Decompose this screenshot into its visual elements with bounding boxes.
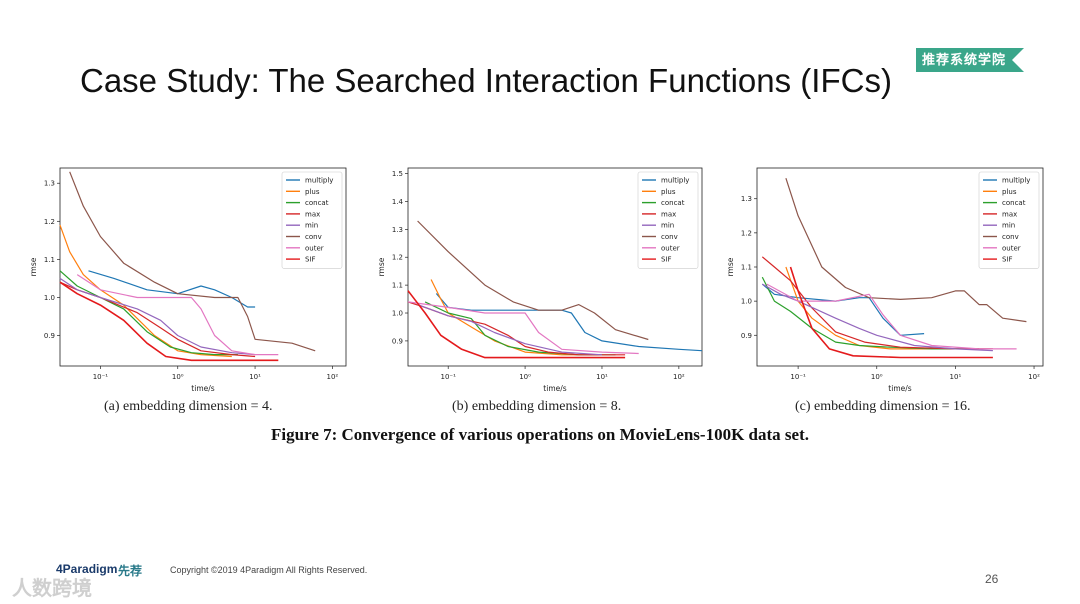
caption-a: (a) embedding dimension = 4. <box>104 399 273 414</box>
chart-panel-c: 10⁻¹ 10⁰ 10¹ 10² 0.9 1.0 1.1 1.2 1.3 time/s rmse mu… <box>726 167 1044 393</box>
y-tick-label: 0.9 <box>392 337 403 345</box>
brand-badge: 推荐系统学院 <box>916 48 1012 72</box>
series-line-outer <box>766 283 1017 350</box>
legend-label-sif: SIF <box>1002 256 1013 264</box>
x-tick-label: 10⁻¹ <box>440 373 456 381</box>
y-tick-label: 0.9 <box>44 332 55 340</box>
chart-panel-a: 10⁻¹ 10⁰ 10¹ 10² 0.9 1.0 1.1 1.2 1.3 time/s rmse mu… <box>29 167 347 393</box>
x-tick-label: 10⁻¹ <box>93 373 109 381</box>
y-tick-label: 1.2 <box>392 254 403 262</box>
x-tick-label: 10⁰ <box>871 373 883 381</box>
series-line-conv <box>417 220 649 341</box>
y-axis-label: rmse <box>726 257 735 276</box>
series-line-sif <box>789 266 993 359</box>
y-tick-label: 1.3 <box>392 226 403 234</box>
y-tick-label: 1.2 <box>741 229 752 237</box>
y-tick-label: 1.3 <box>44 180 55 188</box>
y-tick-label: 1.1 <box>392 282 403 290</box>
y-tick-label: 1.4 <box>392 198 404 206</box>
legend-label-max: max <box>305 210 320 218</box>
y-tick-label: 1.5 <box>392 170 403 178</box>
x-tick-label: 10¹ <box>249 373 261 381</box>
x-tick-label: 10² <box>1028 373 1040 381</box>
legend-label-conv: conv <box>305 233 322 241</box>
watermark-logo: 人数跨境 <box>12 578 92 600</box>
x-tick-label: 10¹ <box>950 373 962 381</box>
legend-label-outer: outer <box>1002 244 1021 252</box>
series-line-conv <box>785 178 1027 323</box>
x-tick-label: 10² <box>327 373 339 381</box>
badge-notch <box>1012 48 1024 72</box>
copyright-text: Copyright ©2019 4Paradigm All Rights Res… <box>170 565 368 575</box>
y-tick-label: 1.0 <box>44 294 55 302</box>
legend-label-sif: SIF <box>661 256 672 264</box>
x-tick-label: 10⁰ <box>519 373 531 381</box>
legend-label-conv: conv <box>1002 233 1019 241</box>
legend-label-sif: SIF <box>305 256 316 264</box>
x-axis-label: time/s <box>543 384 566 393</box>
legend-label-conv: conv <box>661 233 678 241</box>
legend-label-outer: outer <box>661 244 680 252</box>
y-tick-label: 1.0 <box>741 298 752 306</box>
x-tick-label: 10² <box>673 373 685 381</box>
plot-frame <box>59 167 347 367</box>
plot-frame <box>407 167 703 367</box>
x-tick-label: 10⁰ <box>172 373 184 381</box>
legend-label-min: min <box>305 222 318 230</box>
legend-label-multiply: multiply <box>1002 177 1030 185</box>
figure-caption: Figure 7: Convergence of various operati… <box>271 425 809 444</box>
legend-label-min: min <box>1002 222 1015 230</box>
y-axis-label: rmse <box>29 257 38 276</box>
series-line-sif <box>407 290 626 359</box>
x-axis-label: time/s <box>888 384 911 393</box>
series-line-outer <box>407 301 639 355</box>
legend-label-max: max <box>661 210 676 218</box>
xianjian-logo: 先荐 <box>118 564 143 578</box>
legend-label-concat: concat <box>1002 199 1026 207</box>
legend-box <box>637 171 699 269</box>
page-number: 26 <box>985 572 999 586</box>
x-axis-label: time/s <box>191 384 214 393</box>
series-line-plus <box>430 279 602 356</box>
legend-box <box>281 171 343 269</box>
y-tick-label: 1.3 <box>741 195 752 203</box>
legend-label-outer: outer <box>305 244 324 252</box>
series-line-min <box>762 283 993 352</box>
y-tick-label: 1.1 <box>741 264 752 272</box>
y-tick-label: 0.9 <box>741 332 752 340</box>
series-line-max <box>761 256 993 350</box>
legend-box <box>978 171 1040 269</box>
y-tick-label: 1.1 <box>44 256 55 264</box>
legend-label-min: min <box>661 222 674 230</box>
series-line-min <box>59 277 256 356</box>
y-tick-label: 1.0 <box>392 310 403 318</box>
series-line-outer <box>76 274 279 356</box>
chart-panel-b: 10⁻¹ 10⁰ 10¹ 10² 0.9 1.0 1.1 1.2 1.3 1.4 1.5 time/s… <box>377 167 703 393</box>
legend-label-max: max <box>1002 210 1017 218</box>
series-line-sif <box>59 281 279 362</box>
caption-b: (b) embedding dimension = 8. <box>452 399 622 414</box>
series-line-concat <box>761 276 980 350</box>
legend-label-multiply: multiply <box>661 177 689 185</box>
legend-label-multiply: multiply <box>305 177 333 185</box>
legend-label-plus: plus <box>305 188 320 196</box>
legend-label-plus: plus <box>1002 188 1017 196</box>
series-line-concat <box>59 270 238 356</box>
slide-title: Case Study: The Searched Interaction Fun… <box>80 62 892 99</box>
x-tick-label: 10¹ <box>596 373 608 381</box>
y-tick-label: 1.2 <box>44 218 55 226</box>
series-line-conv <box>69 171 316 352</box>
y-axis-label: rmse <box>377 257 386 276</box>
series-line-multiply <box>761 283 925 336</box>
legend-label-plus: plus <box>661 188 676 196</box>
legend-label-concat: concat <box>305 199 329 207</box>
series-line-min <box>417 304 603 356</box>
caption-c: (c) embedding dimension = 16. <box>795 399 971 414</box>
series-line-multiply <box>88 270 256 308</box>
paradigm-logo: 4Paradigm <box>56 562 118 576</box>
x-tick-label: 10⁻¹ <box>790 373 806 381</box>
legend-label-concat: concat <box>661 199 685 207</box>
